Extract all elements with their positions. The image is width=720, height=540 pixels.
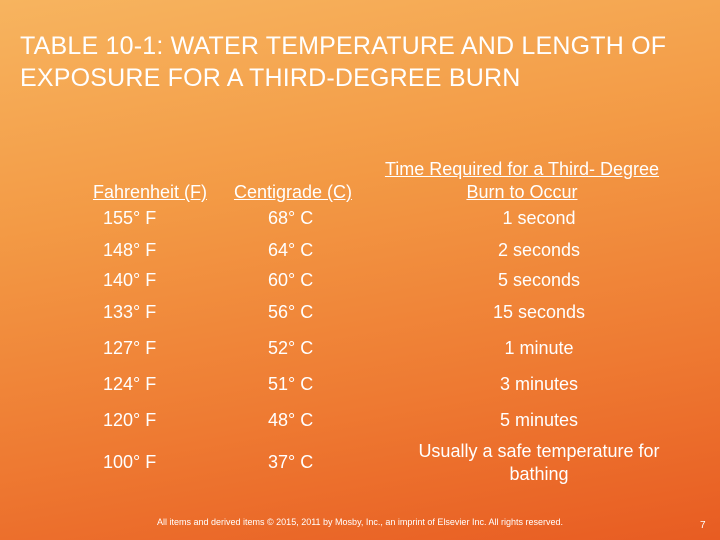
table-cell: 120° F bbox=[103, 410, 157, 430]
table-cell: 148° F bbox=[103, 240, 157, 260]
table-cell: 2 seconds bbox=[497, 240, 581, 260]
column-header: Fahrenheit (F) bbox=[92, 182, 208, 202]
table-cell: 100° F bbox=[103, 452, 157, 472]
table-cell: 133° F bbox=[103, 302, 157, 322]
table-cell: 15 seconds bbox=[492, 302, 586, 322]
table-cell: 56° C bbox=[268, 302, 314, 322]
footer: All items and derived items © 2015, 2011… bbox=[157, 517, 563, 527]
table-cell: 48° C bbox=[268, 410, 314, 430]
table-cell: 124° F bbox=[103, 374, 157, 394]
table-cell: 64° C bbox=[268, 240, 314, 260]
table-cell: 140° F bbox=[103, 270, 157, 290]
table-cell: 37° C bbox=[268, 452, 314, 472]
table-cell: 5 minutes bbox=[499, 410, 579, 430]
table-cell: 52° C bbox=[268, 338, 314, 358]
table-cell: 3 minutes bbox=[499, 374, 579, 394]
table-cell: 155° F bbox=[103, 208, 157, 228]
table-cell: 1 second bbox=[502, 208, 576, 228]
column-header: Time Required for a Third- Degree Burn t… bbox=[384, 159, 660, 202]
table-cell: 60° C bbox=[268, 270, 314, 290]
table-cell: 68° C bbox=[268, 208, 314, 228]
page-number: 7 bbox=[700, 520, 706, 531]
table-cell: 1 minute bbox=[504, 338, 574, 358]
table-cell: 127° F bbox=[103, 338, 157, 358]
column-header: Centigrade (C) bbox=[233, 182, 353, 202]
slide-title: TABLE 10-1: WATER TEMPERATURE AND LENGTH… bbox=[20, 32, 667, 92]
table-cell: 5 seconds bbox=[497, 270, 581, 290]
table-cell: Usually a safe temperature for bathing bbox=[418, 441, 660, 484]
table-cell: 51° C bbox=[268, 374, 314, 394]
